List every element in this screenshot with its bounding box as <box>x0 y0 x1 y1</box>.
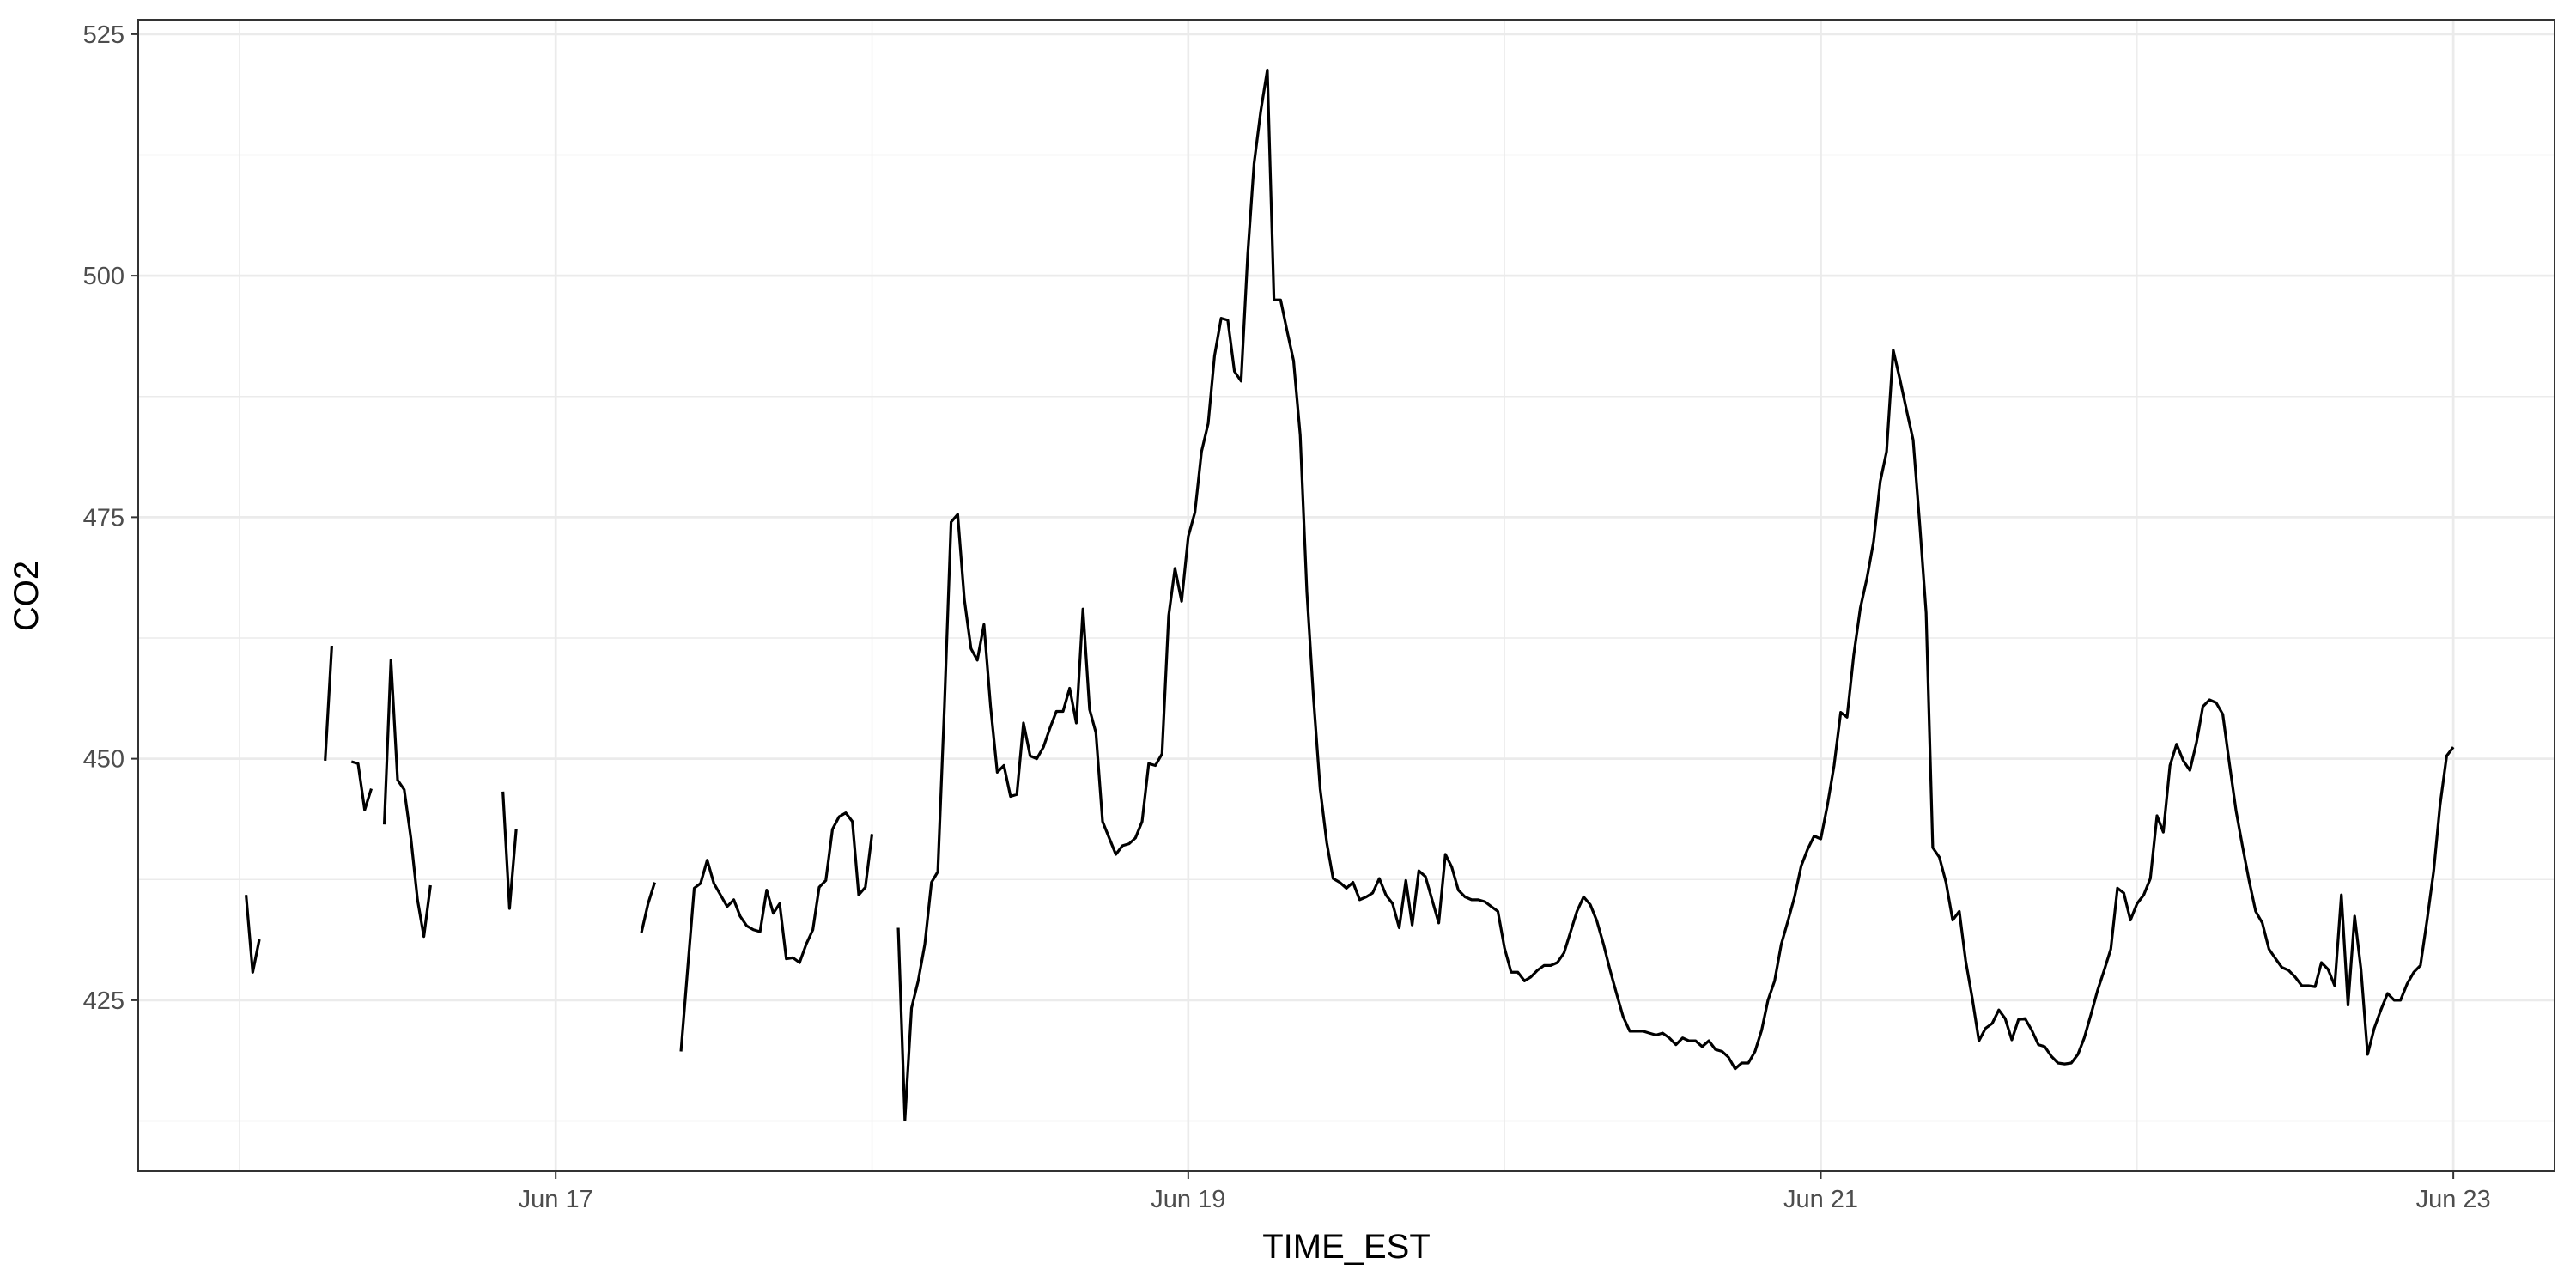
panel-border <box>137 19 2555 1172</box>
y-tick-label: 525 <box>83 21 125 49</box>
x-tick-label: Jun 21 <box>1783 1186 1858 1213</box>
y-axis-title: CO2 <box>8 561 46 631</box>
y-tick-label: 500 <box>83 263 125 290</box>
marks <box>245 68 2455 1121</box>
axes: Jun 17 Jun 19 Jun 21 Jun 23 425 450 475 500 525 <box>83 19 2555 1213</box>
x-tick-label: Jun 19 <box>1151 1186 1225 1213</box>
y-tick-label: 450 <box>83 746 125 774</box>
x-axis-title: TIME_EST <box>1262 1228 1431 1266</box>
x-tick-label: Jun 17 <box>519 1186 593 1213</box>
x-tick-label: Jun 23 <box>2416 1186 2491 1213</box>
data-line <box>245 68 2455 1121</box>
grid <box>138 20 2555 1171</box>
y-tick-label: 425 <box>83 987 125 1015</box>
y-tick-label: 475 <box>83 504 125 532</box>
